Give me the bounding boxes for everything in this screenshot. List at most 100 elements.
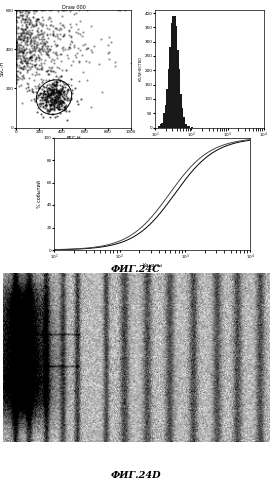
Point [56,98,60,106]
Point [28,19,32,27]
Point [40,43,44,51]
Point [14,6,18,14]
Point [81,68,85,76]
Point [46,93,51,101]
Point [25,33,29,41]
Point [33,47,38,55]
X-axis label: Каналы: Каналы [143,264,162,268]
Point [14,39,18,47]
Point [65,50,69,58]
Point [26,8,30,16]
Point [69,23,73,31]
Point [14,22,18,30]
Point [37,84,41,92]
Bar [187,126,188,128]
Point [33,56,38,64]
Point [55,101,59,109]
Point [23,64,27,72]
Point [28,38,33,46]
Point [51,106,56,114]
Point [29,96,33,104]
Point [23,38,27,46]
Point [28,47,33,55]
Point [44,100,48,108]
Point [18,35,22,43]
Point [55,99,60,107]
Point [14,60,18,68]
Point [17,33,21,41]
Point [35,24,40,32]
Point [43,93,47,101]
Point [24,58,29,66]
Point [61,6,65,14]
Point [49,88,54,96]
Point [47,106,51,114]
Point [58,96,63,104]
Point [52,81,56,89]
Point [14,28,18,36]
Point [58,90,62,98]
Point [22,16,27,24]
Point [54,50,59,58]
Point [20,6,24,14]
Point [46,110,50,118]
Point [18,54,22,62]
Point [70,89,74,97]
Point [29,56,33,64]
Point [27,74,31,82]
Point [52,96,56,104]
Point [50,48,55,56]
Point [14,6,18,14]
Point [69,95,73,103]
Point [62,30,67,38]
Point [27,54,32,62]
Y-axis label: % событий: % событий [38,180,42,208]
Point [14,44,18,52]
Point [20,63,25,71]
Point [24,23,29,31]
Point [41,38,45,46]
Point [53,99,57,107]
Point [17,63,21,71]
Point [39,65,43,73]
Point [51,98,55,106]
Point [36,14,40,22]
Point [47,6,51,14]
Point [78,30,82,38]
Point [60,96,64,104]
Point [23,24,28,32]
Point [34,32,38,40]
Point [25,12,30,20]
Point [27,54,32,62]
Point [34,44,38,52]
Point [64,80,68,88]
Point [31,36,36,44]
Point [17,6,21,14]
Point [14,13,18,21]
Point [53,24,57,32]
Point [63,95,67,103]
Point [36,28,40,36]
Point [40,32,45,40]
Point [58,24,63,32]
Point [50,95,54,103]
Point [24,48,28,56]
Point [57,64,61,72]
Point [35,32,39,40]
Point [58,72,63,80]
Point [50,86,54,94]
Point [43,6,47,14]
Point [33,82,37,90]
Point [61,103,66,111]
Point [14,55,18,63]
Point [15,6,20,14]
Point [54,42,58,50]
Point [31,6,36,14]
Point [16,52,20,60]
Point [53,82,57,90]
Point [77,77,82,85]
Point [36,35,41,43]
Point [54,96,58,104]
Point [30,52,34,60]
Point [23,7,28,15]
